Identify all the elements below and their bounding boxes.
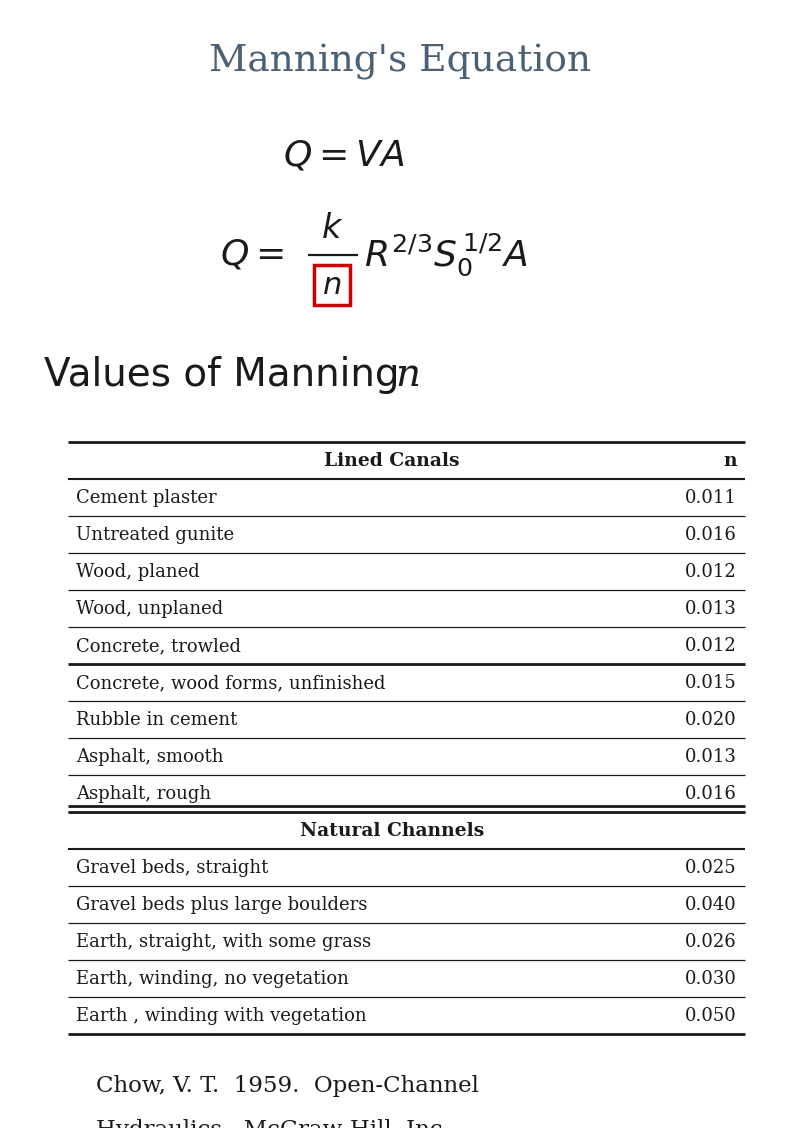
Text: 0.050: 0.050 bbox=[686, 1007, 737, 1025]
Text: 0.016: 0.016 bbox=[685, 785, 737, 803]
Text: Lined Canals: Lined Canals bbox=[324, 452, 460, 470]
Text: Hydraulics.  McGraw-Hill, Inc.: Hydraulics. McGraw-Hill, Inc. bbox=[96, 1119, 450, 1128]
Text: 0.026: 0.026 bbox=[686, 933, 737, 951]
Text: Gravel beds plus large boulders: Gravel beds plus large boulders bbox=[76, 897, 367, 914]
Text: Asphalt, rough: Asphalt, rough bbox=[76, 785, 211, 803]
Text: Untreated gunite: Untreated gunite bbox=[76, 527, 234, 544]
FancyBboxPatch shape bbox=[314, 265, 350, 305]
Text: 0.030: 0.030 bbox=[685, 970, 737, 988]
Text: Cement plaster: Cement plaster bbox=[76, 490, 217, 508]
Text: $R^{2/3}S_0^{\,1/2}A$: $R^{2/3}S_0^{\,1/2}A$ bbox=[364, 231, 528, 279]
Text: 0.040: 0.040 bbox=[686, 897, 737, 914]
Text: Earth, winding, no vegetation: Earth, winding, no vegetation bbox=[76, 970, 349, 988]
Text: $Q = VA$: $Q = VA$ bbox=[283, 138, 405, 171]
Text: Wood, unplaned: Wood, unplaned bbox=[76, 600, 223, 618]
Text: n: n bbox=[723, 452, 737, 470]
Text: Wood, planed: Wood, planed bbox=[76, 563, 200, 581]
Text: $Q =$: $Q =$ bbox=[220, 238, 284, 272]
Text: Earth, straight, with some grass: Earth, straight, with some grass bbox=[76, 933, 371, 951]
Text: Values of Manning: Values of Manning bbox=[44, 356, 412, 394]
Text: Manning's Equation: Manning's Equation bbox=[209, 44, 591, 80]
Text: 0.011: 0.011 bbox=[685, 490, 737, 508]
Text: 0.013: 0.013 bbox=[685, 600, 737, 618]
Text: $k$: $k$ bbox=[321, 213, 343, 245]
Text: Concrete, wood forms, unfinished: Concrete, wood forms, unfinished bbox=[76, 675, 386, 693]
Text: 0.013: 0.013 bbox=[685, 748, 737, 766]
Text: 0.012: 0.012 bbox=[686, 563, 737, 581]
Text: n: n bbox=[395, 356, 420, 394]
Text: 0.016: 0.016 bbox=[685, 527, 737, 544]
Text: Gravel beds, straight: Gravel beds, straight bbox=[76, 860, 268, 878]
Text: Earth , winding with vegetation: Earth , winding with vegetation bbox=[76, 1007, 366, 1025]
Text: 0.020: 0.020 bbox=[686, 712, 737, 729]
Text: Asphalt, smooth: Asphalt, smooth bbox=[76, 748, 223, 766]
Text: Rubble in cement: Rubble in cement bbox=[76, 712, 238, 729]
Text: 0.025: 0.025 bbox=[686, 860, 737, 878]
Text: 0.012: 0.012 bbox=[686, 637, 737, 655]
Text: Chow, V. T.  1959.  Open-Channel: Chow, V. T. 1959. Open-Channel bbox=[96, 1075, 479, 1098]
Text: $n$: $n$ bbox=[322, 270, 342, 300]
Text: Concrete, trowled: Concrete, trowled bbox=[76, 637, 241, 655]
Text: Natural Channels: Natural Channels bbox=[300, 822, 484, 840]
Text: 0.015: 0.015 bbox=[686, 675, 737, 693]
